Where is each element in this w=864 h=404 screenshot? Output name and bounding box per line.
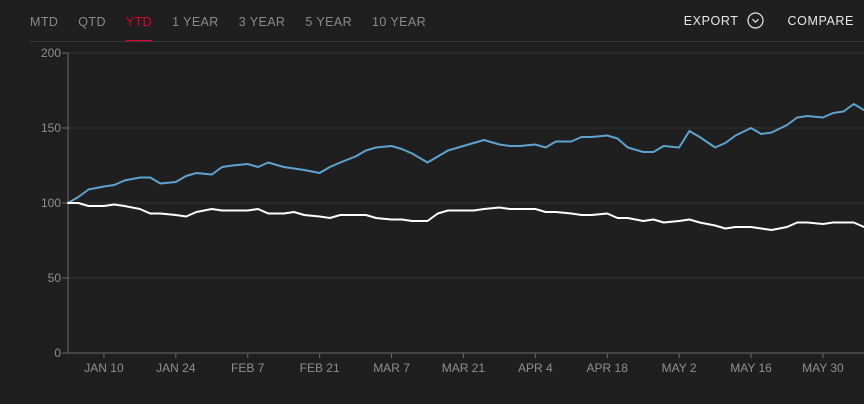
export-label: EXPORT bbox=[683, 13, 739, 28]
series-line-white bbox=[67, 202, 864, 231]
x-tick-label: MAR 7 bbox=[373, 361, 410, 375]
period-tabs: MTD QTD YTD 1 YEAR 3 YEAR 5 YEAR 10 YEAR bbox=[30, 13, 446, 43]
export-button[interactable]: EXPORT bbox=[684, 12, 764, 29]
series-line-blue bbox=[67, 103, 864, 204]
tab-10-year[interactable]: 10 YEAR bbox=[372, 15, 426, 29]
x-tick-label: APR 18 bbox=[587, 361, 629, 375]
compare-button[interactable]: COMPARE bbox=[787, 13, 854, 28]
x-tick-label: MAR 21 bbox=[442, 361, 486, 375]
y-tick-label: 0 bbox=[54, 346, 61, 360]
y-tick-label: 100 bbox=[41, 196, 61, 210]
x-tick-label: APR 4 bbox=[518, 361, 553, 375]
x-tick-label: FEB 21 bbox=[300, 361, 340, 375]
y-tick-label: 200 bbox=[41, 46, 61, 60]
tab-1-year[interactable]: 1 YEAR bbox=[172, 15, 219, 29]
y-tick-label: 150 bbox=[41, 121, 61, 135]
x-tick-label: FEB 7 bbox=[231, 361, 265, 375]
chevron-down-circle-icon bbox=[746, 12, 764, 29]
x-tick-label: MAY 16 bbox=[730, 361, 772, 375]
tab-qtd[interactable]: QTD bbox=[78, 15, 106, 29]
tab-3-year[interactable]: 3 YEAR bbox=[238, 15, 286, 29]
tab-mtd[interactable]: MTD bbox=[30, 15, 59, 29]
x-tick-label: MAY 30 bbox=[802, 361, 844, 375]
y-tick-label: 50 bbox=[48, 271, 62, 285]
header-divider bbox=[30, 41, 864, 42]
x-tick-label: JAN 10 bbox=[84, 361, 124, 375]
x-tick-label: JAN 24 bbox=[156, 361, 196, 375]
x-tick-label: MAY 2 bbox=[662, 361, 697, 375]
chart-actions: EXPORT COMPARE bbox=[684, 12, 854, 29]
tab-5-year[interactable]: 5 YEAR bbox=[305, 15, 352, 29]
